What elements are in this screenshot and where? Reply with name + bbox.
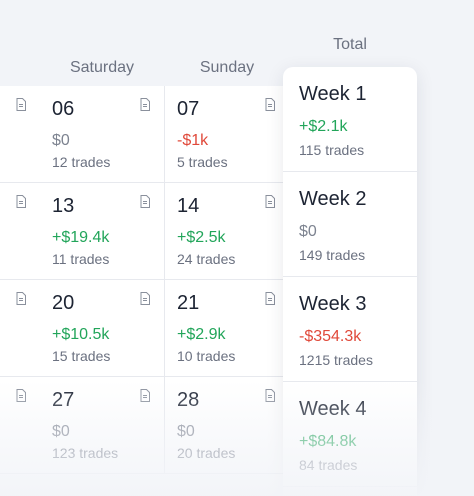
week-label: Week 2 <box>299 188 367 210</box>
document-icon[interactable] <box>265 389 275 402</box>
document-icon[interactable] <box>16 389 26 402</box>
day-trades: 5 trades <box>177 154 228 170</box>
week-pnl: $0 <box>299 223 317 240</box>
day-trades: 123 trades <box>52 445 119 461</box>
day-date: 28 <box>177 389 200 411</box>
header-total: Total <box>333 36 367 53</box>
day-pnl: +$10.5k <box>52 326 110 343</box>
document-icon[interactable] <box>265 195 275 208</box>
document-icon[interactable] <box>16 292 26 305</box>
day-cell[interactable]: 28 $0 20 trades <box>165 377 290 474</box>
document-icon[interactable] <box>140 292 150 305</box>
document-icon[interactable] <box>16 98 26 111</box>
week-summary[interactable]: Week 4 +$84.8k 84 trades <box>283 382 417 487</box>
day-cell-friday-partial[interactable] <box>0 183 41 280</box>
day-trades: 24 trades <box>177 251 236 267</box>
day-trades: 20 trades <box>177 445 236 461</box>
week-label: Week 4 <box>299 398 367 420</box>
week-trades: 115 trades <box>299 142 365 158</box>
day-cell-friday-partial[interactable] <box>0 280 41 377</box>
day-date: 07 <box>177 98 200 120</box>
day-pnl: -$1k <box>177 132 209 149</box>
day-cell[interactable]: 20 +$10.5k 15 trades <box>40 280 165 377</box>
day-date: 06 <box>52 98 75 120</box>
day-trades: 15 trades <box>52 348 111 364</box>
week-summary[interactable]: Week 3 -$354.3k 1215 trades <box>283 277 417 382</box>
week-pnl: -$354.3k <box>299 328 362 345</box>
header-sunday: Sunday <box>199 59 255 76</box>
document-icon[interactable] <box>265 292 275 305</box>
day-cell[interactable]: 27 $0 123 trades <box>40 377 165 474</box>
document-icon[interactable] <box>16 195 26 208</box>
day-pnl: $0 <box>177 423 195 440</box>
header-saturday: Saturday <box>69 59 135 76</box>
day-cell-friday-partial[interactable] <box>0 86 41 183</box>
weekly-totals-panel: Week 1 +$2.1k 115 trades Week 2 $0 149 t… <box>283 67 417 496</box>
week-summary[interactable]: Week 1 +$2.1k 115 trades <box>283 67 417 172</box>
day-date: 14 <box>177 195 200 217</box>
day-cell[interactable]: 13 +$19.4k 11 trades <box>40 183 165 280</box>
day-cell[interactable]: 07 -$1k 5 trades <box>165 86 290 183</box>
document-icon[interactable] <box>140 195 150 208</box>
document-icon[interactable] <box>140 389 150 402</box>
week-label: Week 3 <box>299 293 367 315</box>
day-cell[interactable]: 21 +$2.9k 10 trades <box>165 280 290 377</box>
calendar-grid: 06 $0 12 trades 07 -$1k 5 trades 13 +$19… <box>0 86 290 496</box>
document-icon[interactable] <box>140 98 150 111</box>
document-icon[interactable] <box>265 98 275 111</box>
day-cell[interactable]: 14 +$2.5k 24 trades <box>165 183 290 280</box>
day-cell-friday-partial[interactable] <box>0 377 41 474</box>
day-pnl: +$2.5k <box>177 229 226 246</box>
day-trades: 12 trades <box>52 154 111 170</box>
day-date: 27 <box>52 389 75 411</box>
week-trades: 149 trades <box>299 247 366 263</box>
day-pnl: $0 <box>52 132 70 149</box>
day-date: 20 <box>52 292 75 314</box>
week-trades: 1215 trades <box>299 352 373 368</box>
day-date: 13 <box>52 195 75 217</box>
week-summary[interactable]: Week 2 $0 149 trades <box>283 172 417 277</box>
week-pnl: +$2.1k <box>299 118 348 135</box>
day-date: 21 <box>177 292 200 314</box>
day-pnl: $0 <box>52 423 70 440</box>
week-label: Week 1 <box>299 83 367 105</box>
day-pnl: +$19.4k <box>52 229 110 246</box>
week-pnl: +$84.8k <box>299 433 357 450</box>
day-trades: 10 trades <box>177 348 236 364</box>
day-trades: 11 trades <box>52 251 110 267</box>
week-trades: 84 trades <box>299 457 358 473</box>
day-cell[interactable]: 06 $0 12 trades <box>40 86 165 183</box>
day-pnl: +$2.9k <box>177 326 226 343</box>
